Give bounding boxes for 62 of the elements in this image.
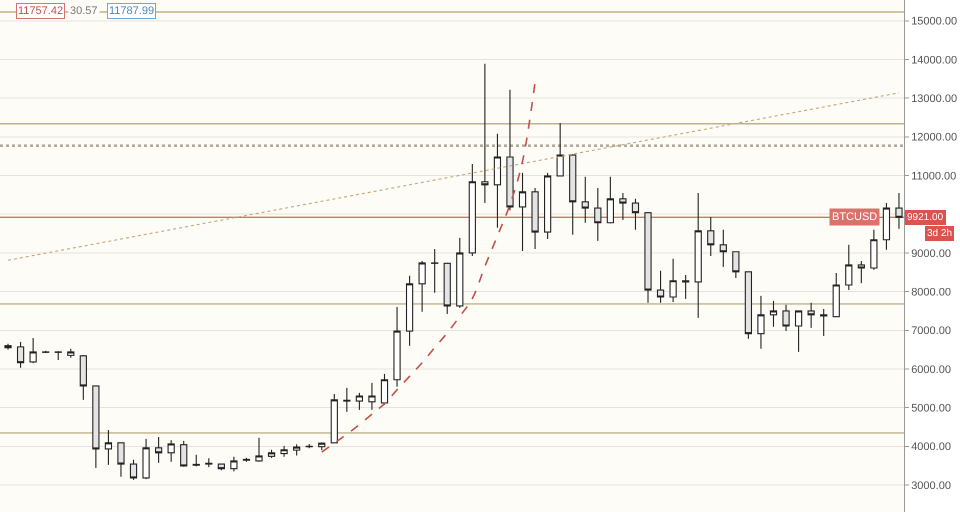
candlestick [306,443,313,449]
y-tick-label: 12000.00 [911,132,958,144]
text: 3d 2h [927,228,952,239]
annotation: 30.57 [70,5,98,17]
candlestick [468,163,476,257]
candlestick [380,373,388,406]
candlestick [330,394,338,444]
candlestick [318,442,326,451]
candlestick [218,463,225,471]
annotation: 11787.99 [109,5,154,17]
text: 9921.00 [907,212,944,223]
y-tick-label: 8000.00 [911,286,951,298]
candlestick [268,449,276,458]
candlestick [30,337,37,364]
candlestick [230,456,238,472]
candlestick [368,382,376,410]
candlestick [694,192,702,318]
candlestick [858,260,865,284]
candlestick [54,350,62,361]
candlestick [130,459,138,480]
candlestick [870,229,878,270]
candlestick [418,260,426,312]
y-tick-label: 9000.00 [911,248,951,260]
y-tick-label: 6000.00 [911,364,951,376]
candlestick [794,310,802,352]
candlestick [192,454,200,467]
ref-line-label: BTCUSD [832,211,878,223]
candlestick [757,295,765,350]
candlestick [293,444,300,456]
candlestick [882,202,890,250]
y-tick-label: 11000.00 [911,170,956,182]
candlestick [104,429,112,466]
candlestick [845,244,852,291]
y-tick-label: 3000.00 [911,480,951,492]
candlestick [494,133,502,228]
candlestick [808,302,815,328]
candlestick [669,258,677,303]
candlestick [406,275,414,346]
y-tick-label: 13000.00 [911,93,958,106]
candlestick [456,237,464,308]
candlestick [832,272,840,318]
y-tick-label: 14000.00 [911,54,958,66]
candlestick [4,343,12,350]
candlestick [556,122,564,177]
candlestick [168,440,175,462]
candlestick [770,300,778,328]
candlestick [255,437,263,462]
candlestick [280,445,288,458]
y-tick-label: 4000.00 [911,441,951,454]
line-series [320,81,536,453]
candlestick [606,176,614,224]
candlestick [544,172,552,240]
y-tick-label: 7000.00 [911,325,951,338]
annotation: 11757.42 [18,5,64,17]
y-tick-label: 5000.00 [911,402,951,414]
y-tick-label: 15000.00 [911,16,958,28]
candlestick [205,458,212,468]
candlestick [518,172,526,252]
candlestick [356,392,364,410]
candlestick [142,438,150,480]
candlestick [393,306,401,388]
candlestick [67,348,74,358]
